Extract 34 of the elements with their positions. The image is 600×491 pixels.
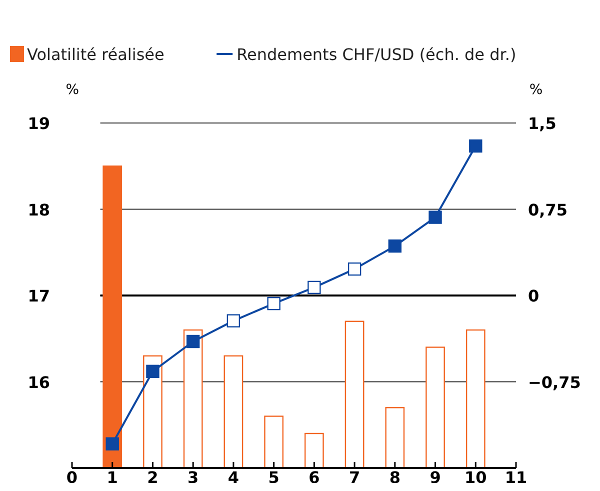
point <box>267 296 280 310</box>
y2-tick-label: 0,75 <box>528 200 568 220</box>
y2-axis-title: % <box>529 82 543 98</box>
y-tick-label: 18 <box>28 200 50 220</box>
legend-label: Volatilité réalisée <box>27 45 164 64</box>
point <box>308 280 321 294</box>
y-axis-title: % <box>66 82 80 98</box>
y-tick-label: 16 <box>28 372 50 392</box>
point <box>348 262 362 276</box>
point <box>186 334 200 348</box>
x-tick-label: 0 <box>66 468 78 487</box>
x-tick-label: 1 <box>106 468 118 487</box>
x-tick-label: 3 <box>188 468 199 487</box>
y-tick-label: 17 <box>28 286 50 306</box>
y2-tick-label: 0 <box>528 286 540 306</box>
x-tick-label: 2 <box>147 468 158 487</box>
x-tick-label: 11 <box>504 468 528 487</box>
y2-tick-label: −0,75 <box>528 372 581 392</box>
x-tick-label: 4 <box>228 468 240 487</box>
y-tick-label: 19 <box>28 114 50 133</box>
point <box>106 437 119 450</box>
x-tick-label: 6 <box>308 468 320 487</box>
x-tick-label: 10 <box>464 468 487 487</box>
point <box>226 314 240 328</box>
x-tick-label: 7 <box>348 468 360 487</box>
point <box>428 210 442 224</box>
y2-tick-label: 1,5 <box>528 114 556 133</box>
point <box>388 239 402 253</box>
x-tick-label: 9 <box>430 468 441 487</box>
x-tick-label: 5 <box>268 468 280 487</box>
point <box>146 364 160 378</box>
point <box>469 139 482 153</box>
legend-label: Rendements CHF/USD (éch. de dr.) <box>236 45 516 64</box>
x-tick-label: 8 <box>389 468 400 487</box>
